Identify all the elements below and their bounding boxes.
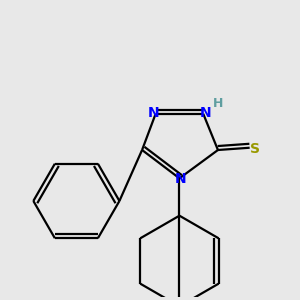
Text: N: N bbox=[200, 106, 211, 120]
Text: H: H bbox=[213, 97, 223, 110]
Text: N: N bbox=[175, 172, 186, 186]
Text: S: S bbox=[250, 142, 260, 156]
Text: N: N bbox=[148, 106, 159, 120]
